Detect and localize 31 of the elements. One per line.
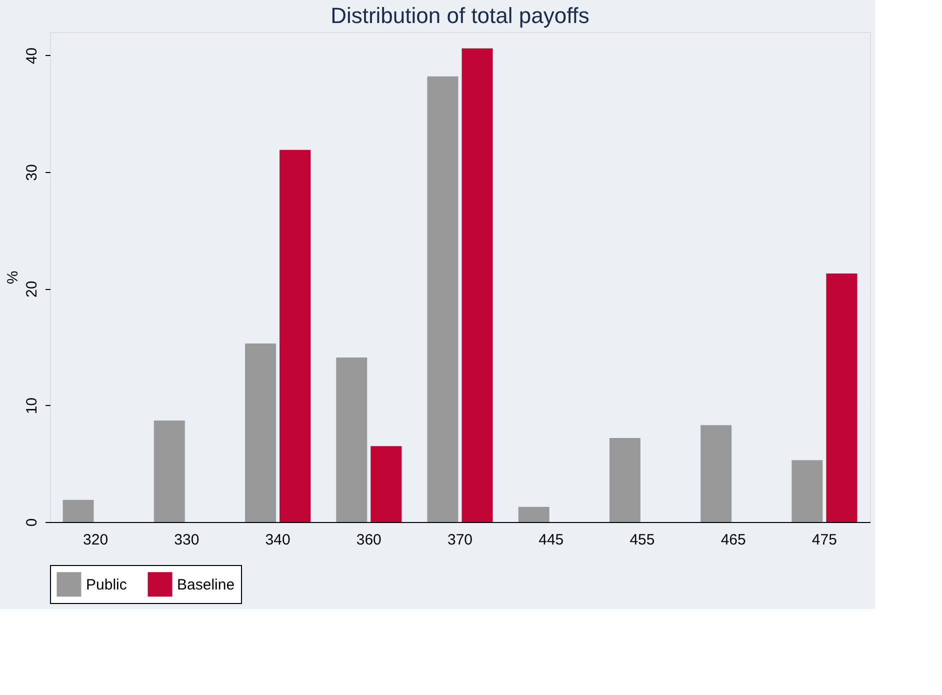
legend-label: Baseline [177, 576, 235, 594]
bar [700, 425, 732, 522]
bar [336, 358, 368, 522]
bar [280, 150, 311, 522]
bar [154, 420, 185, 522]
x-tick-label: 330 [174, 532, 200, 548]
bar [518, 506, 550, 522]
x-tick-label: 455 [630, 532, 655, 548]
bar [62, 500, 94, 522]
bar [370, 446, 402, 522]
y-tick-label: 20 [24, 280, 40, 298]
y-tick-label: 10 [24, 397, 40, 414]
legend-label: Public [86, 576, 128, 594]
bar [245, 344, 276, 522]
bar [462, 48, 493, 522]
x-tick-label: 340 [265, 532, 290, 548]
x-tick-label: 465 [720, 532, 746, 548]
x-tick-label: 445 [538, 532, 564, 548]
bar [792, 460, 823, 522]
x-tick-label: 320 [83, 532, 108, 548]
bar [427, 76, 458, 522]
bar [609, 438, 640, 522]
x-tick-label: 360 [356, 532, 382, 548]
bar [826, 274, 858, 522]
y-tick-label: 30 [24, 164, 40, 181]
x-tick-label: 370 [447, 532, 473, 548]
y-tick-label: 40 [24, 47, 40, 64]
y-axis-title: % [4, 270, 22, 284]
chart-title: Distribution of total payoffs [330, 3, 590, 28]
x-tick-label: 475 [812, 532, 837, 548]
y-tick-label: 0 [24, 518, 40, 527]
